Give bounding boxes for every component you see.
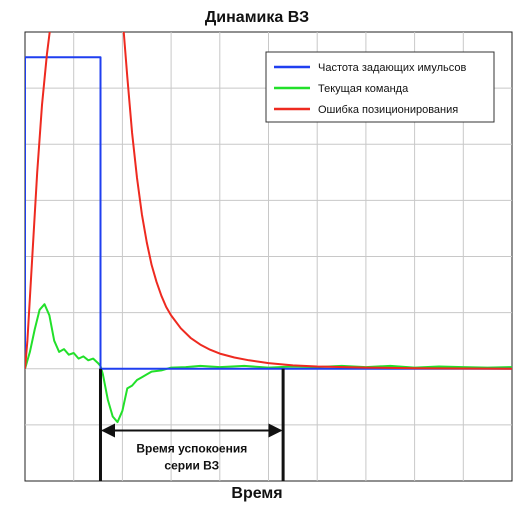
annotation-text-line-2: серии ВЗ	[164, 458, 219, 472]
annotation: Время успокоения серии ВЗ	[98, 368, 285, 481]
legend: Частота задающих имульсов Текущая команда…	[265, 51, 495, 123]
annotation-text-line-1: Время успокоения	[136, 441, 247, 455]
x-axis-label: Время	[231, 485, 283, 502]
series-line-1	[25, 56, 512, 370]
chart-title: Динамика ВЗ	[204, 9, 310, 26]
legend-label-2: Текущая команда	[318, 83, 409, 95]
series-line-3	[25, 32, 512, 370]
legend-label-3: Ошибка позиционирования	[318, 104, 458, 116]
legend-label-1: Частота задающих имульсов	[318, 62, 467, 74]
series-layer	[25, 32, 512, 424]
